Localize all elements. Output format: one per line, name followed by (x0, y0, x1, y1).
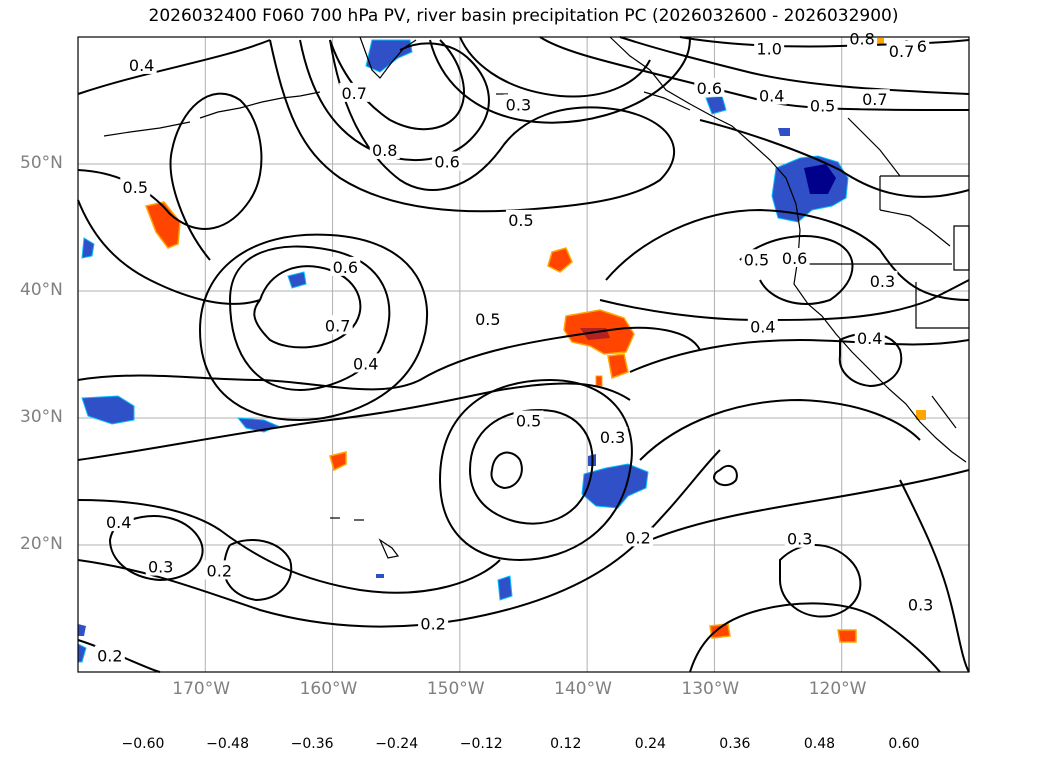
contour-label-bg (859, 89, 890, 109)
contour-label-bg (886, 40, 917, 60)
contour-label-bg (741, 249, 772, 269)
lat-tick-label: 20°N (20, 534, 63, 554)
map-frame (77, 36, 970, 673)
pv-contours (77, 36, 970, 673)
contour-label: 1.0 (756, 39, 781, 58)
contour-label-bg (103, 512, 134, 532)
contour-label: 0.4 (750, 318, 775, 337)
contour-label-bg (432, 151, 463, 171)
contour-label: 0.5 (744, 250, 769, 269)
contour-label-bg (145, 556, 176, 576)
contour-label-bg (867, 270, 898, 290)
contour-label: 0.5 (508, 211, 533, 230)
contour-label: 0.3 (787, 530, 812, 549)
contour-label-bg (126, 54, 157, 74)
contour-label-bg (784, 528, 815, 548)
contour-label: 0.5 (810, 97, 835, 116)
contour-label-bg (854, 327, 885, 347)
colorbar-tick-label: 0.12 (550, 736, 582, 752)
lat-tick-label: 30°N (20, 407, 63, 427)
lat-tick-label: 40°N (20, 280, 63, 300)
map-panel: 0.40.50.70.80.60.30.51.00.80.60.70.60.40… (77, 28, 970, 673)
contour-label: 0.4 (129, 56, 154, 75)
colorbar-tick-label: 0.60 (888, 736, 920, 752)
contour-label-bg (330, 256, 361, 276)
contour-label-bg (204, 560, 235, 580)
contour-label-bg (513, 410, 544, 430)
contour-label-bg (905, 594, 936, 614)
contour-label-bg (350, 353, 381, 373)
colorbar-tick-label: −0.12 (459, 736, 503, 752)
contour-label: 0.4 (857, 329, 882, 348)
contour-label-bg (597, 427, 628, 447)
contour-label: 0.2 (97, 646, 122, 665)
contour-label-bg (779, 247, 810, 267)
lon-tick-label: 160°W (299, 679, 358, 699)
contour-label-bg (694, 77, 725, 97)
map-title: 2026032400 F060 700 hPa PV, river basin … (148, 6, 899, 26)
contour-label: 0.4 (106, 513, 131, 532)
lon-tick-label: 120°W (808, 679, 867, 699)
contour-label: 0.3 (148, 558, 173, 577)
contour-label-bg (120, 176, 151, 196)
contour-label: 0.7 (889, 42, 914, 61)
contour-label-bg (754, 38, 785, 58)
contour-label-bg (503, 94, 534, 114)
contour-label: 0.8 (849, 29, 874, 48)
colorbar-tick-label: −0.36 (290, 736, 334, 752)
contour-label-bg (322, 315, 353, 335)
contour-label: 0.3 (600, 428, 625, 447)
contour-label: 0.3 (870, 272, 895, 291)
coastlines (103, 36, 970, 559)
contour-label: 0.2 (420, 615, 445, 634)
contour-labels: 0.40.50.70.80.60.30.51.00.80.60.70.60.40… (94, 28, 936, 665)
contour-label: 0.4 (759, 86, 784, 105)
contour-label: 0.6 (782, 249, 807, 268)
lat-tick-label: 50°N (20, 153, 63, 173)
contour-label: 0.7 (862, 90, 887, 109)
colorbar-tick-label: 0.48 (803, 736, 836, 752)
colorbar-tick-label: 0.36 (719, 736, 751, 752)
lon-tick-label: 140°W (554, 679, 612, 699)
contour-label: 0.3 (908, 596, 933, 615)
lon-tick-label: 150°W (426, 679, 485, 699)
contour-label: 0.4 (353, 354, 378, 373)
contour-label: 0.6 (697, 79, 722, 98)
contour-label: 0.5 (475, 310, 500, 329)
contour-label-bg (505, 209, 536, 229)
contour-label-bg (472, 308, 503, 328)
contour-label-bg (747, 316, 778, 336)
contour-label-bg (807, 95, 838, 115)
contour-label-bg (623, 527, 654, 547)
colorbar-tick-label: −0.24 (375, 736, 419, 752)
lon-tick-label: 130°W (681, 679, 740, 699)
precipitation-shading (77, 38, 926, 663)
lon-tick-label: 170°W (172, 679, 231, 699)
contour-label-bg (94, 645, 125, 665)
contour-label-bg (418, 613, 449, 633)
contour-label: 0.7 (325, 316, 350, 335)
contour-label: 0.7 (341, 84, 366, 103)
map-figure: 0.40.50.70.80.60.30.51.00.80.60.70.60.40… (77, 28, 970, 673)
contour-label: 0.5 (123, 178, 148, 197)
contour-label-bg (847, 28, 878, 48)
contour-label: 0.6 (333, 258, 358, 277)
contour-label: 0.2 (207, 561, 232, 580)
contour-label-bg (369, 140, 400, 160)
contour-label: 0.8 (372, 141, 397, 160)
contour-label-bg (756, 85, 787, 105)
contour-label: 0.6 (434, 152, 459, 171)
colorbar-tick-label: −0.48 (206, 736, 249, 752)
colorbar-tick-label: −0.60 (121, 736, 165, 752)
contour-label-bg (339, 82, 370, 102)
contour-label: 0.3 (506, 95, 531, 114)
contour-label: 0.2 (625, 528, 650, 547)
colorbar-tick-label: 0.24 (634, 736, 666, 752)
contour-label: 0.5 (516, 412, 541, 431)
